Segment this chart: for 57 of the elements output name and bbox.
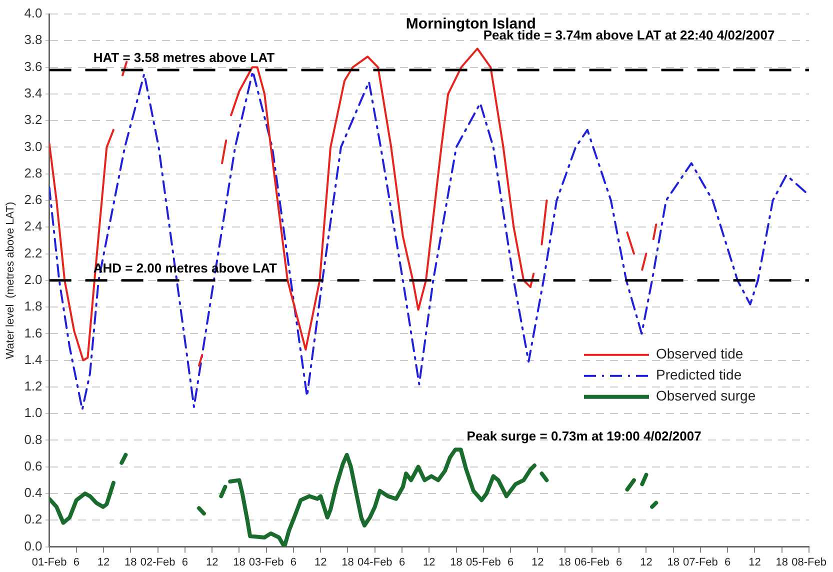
y-tick-label: 1.4 [24,352,42,367]
x-tick-label: 18 [233,556,246,568]
x-tick-label: 18 [776,556,788,568]
x-tick-label: 12 [423,556,436,568]
y-tick-label: 1.2 [24,378,42,394]
y-tick-label: 1.8 [24,298,42,314]
y-tick-label: 0.4 [24,485,42,500]
x-tick-label: 05-Feb [466,556,501,568]
y-tick-label: 0.6 [24,458,42,474]
x-tick-label: 18 [450,556,462,568]
x-tick-label: 12 [314,556,327,568]
x-tick-label: 02-Feb [140,556,176,568]
x-tick-label: 6 [616,556,622,568]
legend-label: Observed tide [656,346,744,362]
x-tick-label: 18 [558,556,571,568]
y-tick-label: 3.4 [24,86,42,100]
y-tick-label: 0.2 [24,512,42,527]
y-tick-label: 3.0 [24,138,42,154]
y-tick-label: 2.8 [24,165,42,180]
x-tick-label: 12 [640,556,652,568]
y-tick-label: 3.6 [24,58,42,74]
y-tick-label: 2.6 [24,192,42,208]
x-tick-label: 6 [724,556,731,568]
y-tick-label: 2.4 [24,218,42,234]
x-tick-label: 03-Feb [248,556,284,568]
x-tick-label: 12 [532,556,544,568]
x-tick-label: 07-Feb [683,556,718,568]
x-tick-label: 08-Feb [792,556,826,568]
x-tick-label: 12 [206,556,218,568]
ref-line-label: HAT = 3.58 metres above LAT [93,50,275,66]
y-tick-label: 0.0 [24,538,42,554]
x-tick-label: 18 [124,556,137,568]
annotation: Peak surge = 0.73m at 19:00 4/02/2007 [466,428,702,444]
y-tick-label: 3.2 [24,112,42,128]
x-tick-label: 6 [73,556,80,568]
x-tick-label: 01-Feb [32,556,67,568]
y-tick-label: 1.0 [24,405,42,420]
legend-label: Observed surge [656,388,756,404]
y-tick-label: 0.8 [24,432,42,447]
x-tick-label: 6 [398,556,406,568]
x-tick-label: 6 [182,556,188,568]
line-series [49,70,809,411]
x-tick-label: 18 [667,556,680,568]
y-tick-label: 1.6 [24,325,42,340]
y-tick-label: 2.2 [24,245,42,260]
x-tick-label: 12 [748,556,761,568]
x-tick-label: 6 [507,556,514,568]
y-tick-label: 3.8 [24,32,42,48]
x-tick-label: 12 [97,556,110,568]
x-tick-label: 6 [290,556,297,568]
y-axis-title: Water level (metres above LAT) [4,202,17,359]
x-tick-label: 06-Feb [574,556,610,568]
x-tick-label: 18 [342,556,354,568]
x-tick-label: 04-Feb [357,556,392,568]
y-tick-label: 4.0 [24,6,42,21]
legend-label: Predicted tide [656,366,742,383]
y-tick-label: 2.0 [24,272,42,287]
